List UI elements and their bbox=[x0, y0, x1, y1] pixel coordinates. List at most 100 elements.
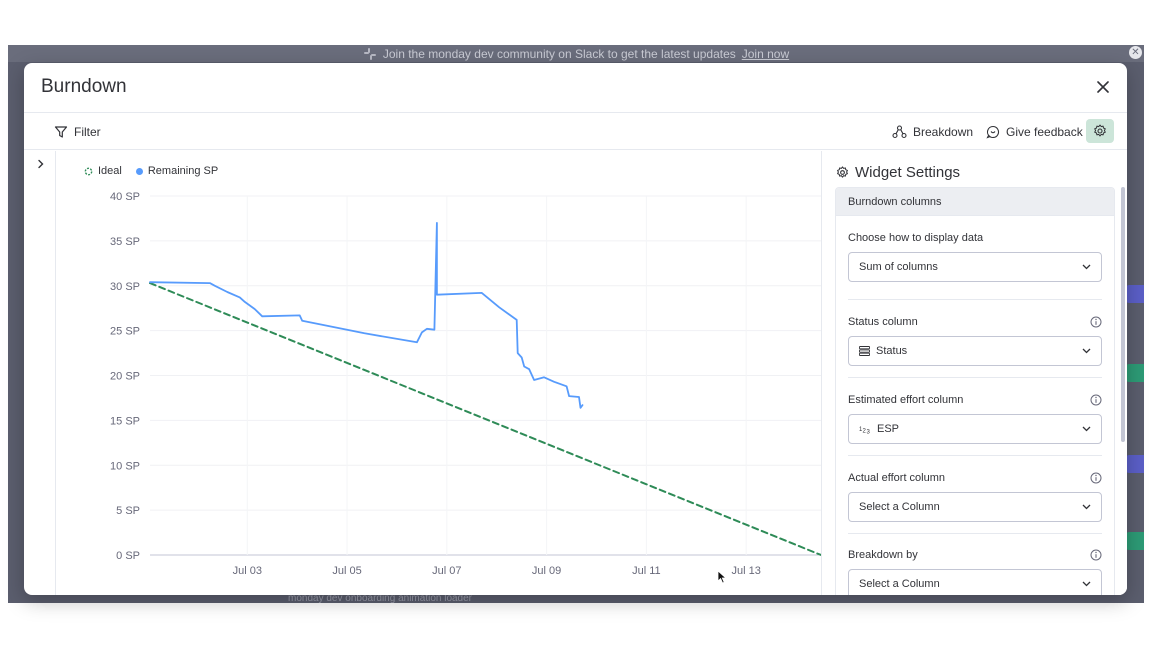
gear-icon bbox=[1094, 124, 1106, 137]
status-column-field: Status column Status bbox=[848, 314, 1102, 366]
info-icon[interactable] bbox=[1090, 549, 1102, 561]
close-icon bbox=[1097, 81, 1109, 93]
display-data-value: Sum of columns bbox=[859, 261, 938, 273]
y-tick-label: 5 SP bbox=[116, 505, 140, 517]
divider bbox=[848, 533, 1102, 534]
filter-icon bbox=[54, 126, 68, 138]
section-header[interactable]: Burndown columns bbox=[836, 188, 1114, 216]
chevron-down-icon bbox=[1082, 348, 1091, 354]
info-icon[interactable] bbox=[1090, 394, 1102, 406]
chevron-right-icon bbox=[38, 159, 44, 169]
legend-item-ideal[interactable]: Ideal bbox=[84, 165, 122, 177]
background-bottom-row: monday dev onboarding animation loader bbox=[8, 593, 1144, 604]
modal-header: Burndown bbox=[24, 63, 1127, 113]
breakdown-button[interactable]: Breakdown bbox=[888, 120, 977, 144]
modal-title: Burndown bbox=[41, 76, 127, 97]
chart-legend: Ideal Remaining SP bbox=[84, 165, 218, 177]
background-sidebar bbox=[8, 62, 24, 603]
toolbar: Filter Breakdown Give feedback bbox=[24, 113, 1127, 150]
remaining-sp-series-line bbox=[149, 222, 584, 409]
legend-ideal-icon bbox=[84, 167, 93, 175]
x-tick-label: Jul 11 bbox=[632, 565, 661, 577]
banner-text: Join the monday dev community on Slack t… bbox=[382, 46, 736, 61]
x-tick-label: Jul 13 bbox=[731, 565, 760, 577]
close-button[interactable] bbox=[1093, 77, 1113, 97]
y-tick-label: 20 SP bbox=[110, 371, 140, 383]
background-row-text: monday dev onboarding animation loader bbox=[288, 593, 473, 604]
info-icon[interactable] bbox=[1090, 316, 1102, 328]
mouse-cursor-icon bbox=[717, 570, 727, 584]
display-data-select[interactable]: Sum of columns bbox=[848, 252, 1102, 282]
y-tick-label: 30 SP bbox=[110, 281, 140, 293]
give-feedback-button[interactable]: Give feedback bbox=[982, 120, 1087, 144]
status-column-icon bbox=[859, 346, 870, 356]
chevron-down-icon bbox=[1082, 504, 1091, 510]
settings-gear-icon bbox=[837, 166, 848, 178]
status-column-value: Status bbox=[876, 345, 908, 357]
banner-join-link[interactable]: Join now bbox=[741, 46, 790, 61]
y-tick-label: 15 SP bbox=[110, 415, 140, 427]
x-tick-label: Jul 03 bbox=[233, 565, 262, 577]
expand-button[interactable] bbox=[34, 157, 48, 171]
settings-title: Widget Settings bbox=[836, 164, 960, 181]
divider bbox=[848, 377, 1102, 378]
widget-settings-panel: Widget Settings Burndown columns Choose … bbox=[821, 151, 1127, 595]
divider bbox=[848, 299, 1102, 300]
slack-icon bbox=[363, 47, 376, 60]
breakdown-icon bbox=[892, 125, 907, 139]
svg-text:2: 2 bbox=[863, 429, 867, 435]
svg-text:1: 1 bbox=[859, 427, 863, 433]
y-tick-label: 25 SP bbox=[110, 326, 140, 338]
x-tick-label: Jul 09 bbox=[532, 565, 561, 577]
widget-settings-button[interactable] bbox=[1086, 119, 1114, 143]
divider bbox=[848, 455, 1102, 456]
svg-text:3: 3 bbox=[867, 430, 871, 435]
collapse-rail bbox=[24, 151, 56, 595]
actual-effort-field: Actual effort column Select a Column bbox=[848, 470, 1102, 522]
estimated-effort-label: Estimated effort column bbox=[848, 394, 964, 406]
filter-label: Filter bbox=[74, 125, 101, 139]
chart-plot: 40 SP 35 SP 30 SP 25 SP 20 SP 15 SP 10 SP 5 SP 0… bbox=[110, 191, 821, 577]
display-data-field: Choose how to display data Sum of column… bbox=[848, 230, 1102, 282]
status-column-label: Status column bbox=[848, 316, 918, 328]
breakdown-label: Breakdown bbox=[913, 125, 974, 139]
legend-label-ideal: Ideal bbox=[98, 165, 122, 177]
x-tick-label: Jul 07 bbox=[432, 565, 461, 577]
chevron-down-icon bbox=[1082, 426, 1091, 432]
burndown-columns-section: Burndown columns Choose how to display d… bbox=[835, 187, 1115, 595]
x-tick-label: Jul 05 bbox=[332, 565, 361, 577]
burndown-chart: Ideal Remaining SP 40 SP 35 SP 30 SP 25 SP 2… bbox=[56, 151, 821, 595]
status-column-select[interactable]: Status bbox=[848, 336, 1102, 366]
breakdown-by-label: Breakdown by bbox=[848, 549, 918, 561]
ideal-series-line bbox=[149, 282, 821, 556]
y-tick-label: 0 SP bbox=[116, 550, 140, 562]
breakdown-by-value: Select a Column bbox=[859, 578, 940, 590]
breakdown-by-field: Breakdown by Select a Column bbox=[848, 547, 1102, 595]
estimated-effort-value: ESP bbox=[877, 423, 900, 435]
display-data-label: Choose how to display data bbox=[848, 232, 984, 244]
banner-close-icon[interactable]: ✕ bbox=[1129, 46, 1142, 59]
filter-button[interactable]: Filter bbox=[50, 120, 105, 144]
actual-effort-value: Select a Column bbox=[859, 501, 940, 513]
settings-scrollbar[interactable] bbox=[1121, 187, 1125, 442]
settings-title-text: Widget Settings bbox=[855, 164, 961, 181]
actual-effort-label: Actual effort column bbox=[848, 472, 946, 484]
legend-remaining-icon bbox=[135, 167, 143, 175]
feedback-icon bbox=[986, 125, 1000, 139]
y-tick-label: 10 SP bbox=[110, 460, 140, 472]
y-tick-label: 35 SP bbox=[110, 236, 140, 248]
chevron-down-icon bbox=[1082, 581, 1091, 587]
background-board-edge bbox=[1126, 62, 1144, 603]
breakdown-by-select[interactable]: Select a Column bbox=[848, 569, 1102, 595]
actual-effort-select[interactable]: Select a Column bbox=[848, 492, 1102, 522]
burndown-modal: Burndown Filter Breakdown bbox=[24, 63, 1127, 595]
legend-label-remaining: Remaining SP bbox=[147, 165, 219, 177]
info-icon[interactable] bbox=[1090, 472, 1102, 484]
y-tick-label: 40 SP bbox=[110, 191, 140, 203]
feedback-label: Give feedback bbox=[1006, 125, 1083, 139]
legend-item-remaining[interactable]: Remaining SP bbox=[135, 165, 219, 177]
chevron-down-icon bbox=[1082, 264, 1091, 270]
